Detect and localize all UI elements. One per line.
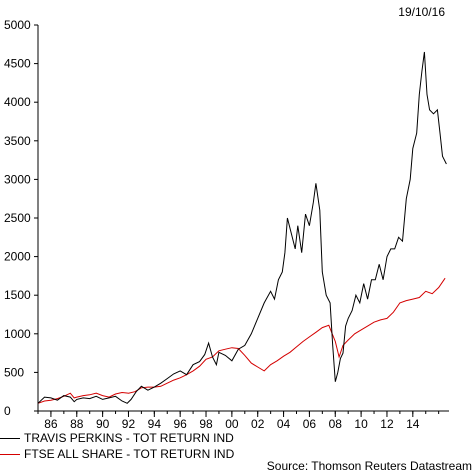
y-tick-label: 4000 xyxy=(4,95,31,109)
x-tick-label: 94 xyxy=(148,417,162,431)
legend-item-ftse: FTSE ALL SHARE - TOT RETURN IND xyxy=(0,446,234,462)
legend-label-ftse: FTSE ALL SHARE - TOT RETURN IND xyxy=(24,447,235,461)
x-tick-label: 14 xyxy=(406,417,420,431)
y-tick-label: 1000 xyxy=(4,327,31,341)
x-tick-label: 86 xyxy=(44,417,58,431)
y-tick-label: 2000 xyxy=(4,250,31,264)
x-tick-label: 92 xyxy=(122,417,136,431)
date-label: 19/10/16 xyxy=(398,5,445,19)
x-tick-label: 10 xyxy=(354,417,368,431)
series-line-travis-perkins xyxy=(37,51,447,404)
x-tick-label: 90 xyxy=(96,417,110,431)
x-tick-label: 00 xyxy=(225,417,239,431)
x-tick-label: 12 xyxy=(380,417,394,431)
y-tick-label: 1500 xyxy=(4,288,31,302)
x-tick-label: 08 xyxy=(329,417,343,431)
legend-item-travis-perkins: TRAVIS PERKINS - TOT RETURN IND xyxy=(0,430,234,446)
x-tick-label: 98 xyxy=(199,417,213,431)
x-tick-label: 02 xyxy=(251,417,265,431)
series-line-ftse xyxy=(37,277,446,404)
legend-swatch-black xyxy=(0,437,20,439)
x-tick-label: 88 xyxy=(70,417,84,431)
y-tick-label: 500 xyxy=(4,365,24,379)
x-tick-label: 96 xyxy=(173,417,187,431)
y-tick-label: 3000 xyxy=(4,172,31,186)
y-tick-label: 0 xyxy=(4,404,11,418)
legend-label-travis-perkins: TRAVIS PERKINS - TOT RETURN IND xyxy=(24,431,234,445)
legend-swatch-red xyxy=(0,453,20,455)
x-tick-label: 06 xyxy=(303,417,317,431)
y-tick-label: 2500 xyxy=(4,211,31,225)
x-tick-label: 04 xyxy=(277,417,291,431)
legend: TRAVIS PERKINS - TOT RETURN IND FTSE ALL… xyxy=(0,430,234,462)
source-note: Source: Thomson Reuters Datastream xyxy=(266,459,472,473)
y-tick-label: 3500 xyxy=(4,134,31,148)
y-tick-label: 5000 xyxy=(4,18,31,32)
y-tick-label: 4500 xyxy=(4,57,31,71)
